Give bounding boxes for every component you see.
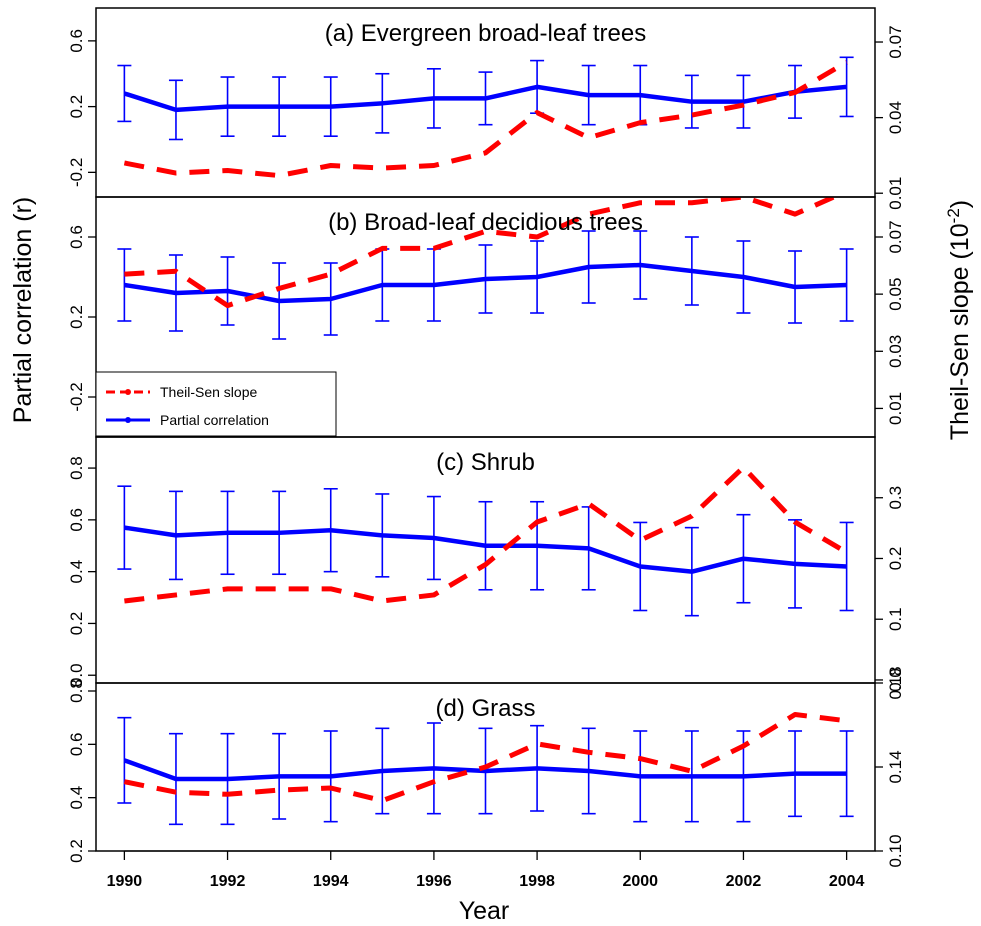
right-tick-label: 0.01 bbox=[886, 177, 905, 210]
legend-swatch-marker bbox=[125, 417, 131, 423]
left-tick-label: 0.2 bbox=[67, 95, 86, 119]
right-axis-title-close: ) bbox=[946, 200, 974, 208]
right-tick-label: 0.10 bbox=[886, 834, 905, 867]
left-tick-label: 0.0 bbox=[67, 663, 86, 687]
x-tick-label: 2000 bbox=[622, 873, 658, 890]
x-axis-title: Year bbox=[459, 897, 510, 925]
panel-title: (d) Grass bbox=[435, 695, 535, 722]
left-axis-title: Partial correlation (r) bbox=[9, 197, 37, 423]
x-tick-label: 1994 bbox=[313, 873, 349, 890]
panel-a: -0.2 0.2 0.6 0.01 0.04 0.07 (a) Evergreen broa… bbox=[67, 7, 905, 210]
right-axis-title-exponent: -2 bbox=[944, 208, 963, 223]
right-tick-label: 0.03 bbox=[886, 335, 905, 368]
left-tick-label: 0.6 bbox=[67, 508, 86, 532]
panel-plot-area bbox=[117, 712, 854, 826]
left-tick-label: 0.2 bbox=[67, 839, 86, 863]
left-tick-label: 0.4 bbox=[67, 560, 86, 584]
left-tick-label: 0.8 bbox=[67, 679, 86, 703]
right-tick-label: 0.14 bbox=[886, 750, 905, 783]
right-tick-label: 0.1 bbox=[886, 607, 905, 631]
right-axis-title-main: Theil-Sen slope (10 bbox=[946, 223, 974, 440]
x-tick-label: 2004 bbox=[829, 873, 865, 890]
left-tick-label: -0.2 bbox=[67, 382, 86, 411]
right-tick-label: 0.05 bbox=[886, 278, 905, 311]
right-tick-label: 0.07 bbox=[886, 25, 905, 58]
theil-sen-slope-line bbox=[124, 464, 848, 604]
right-tick-label: 0.3 bbox=[886, 486, 905, 510]
legend-label: Partial correlation bbox=[160, 412, 269, 428]
x-tick-label: 1990 bbox=[107, 873, 143, 890]
theil-sen-slope-line bbox=[123, 60, 848, 179]
x-tick-label: 1998 bbox=[519, 873, 555, 890]
legend-label: Theil-Sen slope bbox=[160, 384, 257, 400]
left-tick-label: 0.2 bbox=[67, 305, 86, 329]
theil-sen-slope-line bbox=[124, 197, 840, 309]
x-tick-label: 2002 bbox=[726, 873, 762, 890]
left-tick-label: 0.8 bbox=[67, 456, 86, 480]
legend-swatch-marker bbox=[125, 389, 131, 395]
panel-title: (a) Evergreen broad-leaf trees bbox=[325, 20, 647, 47]
right-tick-label: 0.18 bbox=[886, 666, 905, 699]
panel-plot-area bbox=[117, 56, 854, 179]
right-tick-label: 0.04 bbox=[886, 101, 905, 134]
right-tick-label: 0.0 bbox=[886, 668, 905, 692]
left-tick-label: -0.2 bbox=[67, 158, 86, 187]
left-tick-label: 0.6 bbox=[67, 733, 86, 757]
right-tick-label: 0.07 bbox=[886, 220, 905, 253]
right-tick-label: 0.01 bbox=[886, 392, 905, 425]
panel-c: 0.0 0.2 0.4 0.6 0.8 0.0 0.1 0.2 0.3 (c) Shrub bbox=[67, 436, 905, 692]
panel-b: -0.2 0.2 0.6 0.01 0.03 0.05 0.07 (b) Broad-leaf… bbox=[67, 196, 905, 438]
partial-correlation-line bbox=[123, 758, 847, 782]
panel-title: (c) Shrub bbox=[436, 449, 535, 476]
left-tick-label: 0.6 bbox=[67, 225, 86, 249]
partial-correlation-line bbox=[123, 84, 847, 113]
left-tick-label: 0.2 bbox=[67, 612, 86, 636]
partial-correlation-line bbox=[124, 525, 847, 574]
legend: Theil-Sen slope Partial correlation bbox=[95, 371, 337, 437]
panel-d: 0.2 0.4 0.6 0.8 0.10 0.14 0.18 (d) Grass bbox=[67, 666, 905, 867]
right-axis-title: Theil-Sen slope (10-2) bbox=[944, 200, 974, 440]
left-tick-label: 0.4 bbox=[67, 786, 86, 810]
panel-plot-area bbox=[117, 464, 854, 617]
x-tick-label: 1996 bbox=[416, 873, 452, 890]
left-tick-label: 0.6 bbox=[67, 29, 86, 53]
x-axis: 1990 1992 1994 1996 1998 2000 2002 2004 bbox=[107, 850, 865, 890]
panel-title: (b) Broad-leaf decidious trees bbox=[328, 209, 643, 236]
theil-sen-slope-line bbox=[123, 712, 847, 804]
panel-plot-area bbox=[117, 197, 854, 340]
x-tick-label: 1992 bbox=[210, 873, 246, 890]
partial-correlation-line bbox=[124, 262, 847, 304]
right-tick-label: 0.2 bbox=[886, 547, 905, 571]
legend-box bbox=[95, 371, 337, 437]
